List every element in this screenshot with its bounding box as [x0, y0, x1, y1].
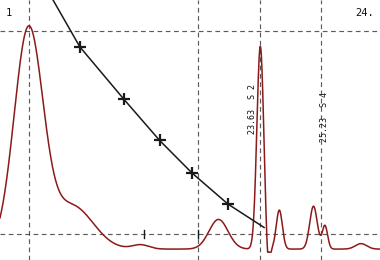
Text: 1: 1 — [6, 8, 12, 18]
Text: 25.23  S 4: 25.23 S 4 — [320, 92, 329, 142]
Text: 23.63  S 2: 23.63 S 2 — [248, 84, 257, 134]
Text: 24.: 24. — [356, 8, 374, 18]
